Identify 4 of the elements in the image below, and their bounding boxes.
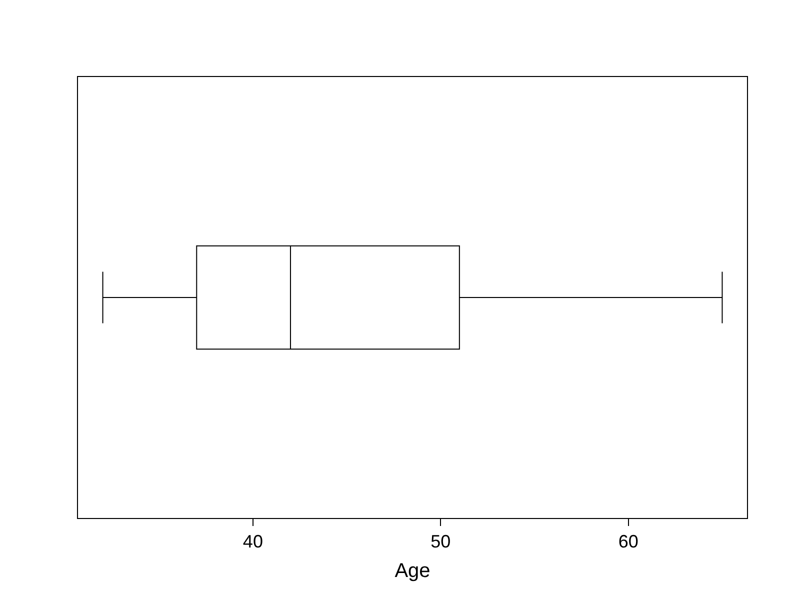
x-axis-title: Age [394,560,430,582]
x-tick-label: 60 [618,532,638,552]
x-tick-label: 50 [430,532,451,552]
x-tick-label: 40 [242,532,263,552]
